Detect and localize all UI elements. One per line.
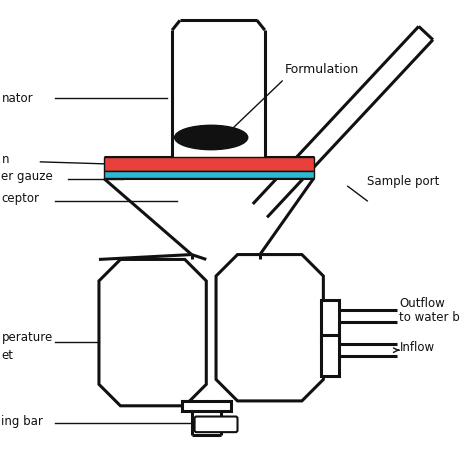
Text: nator: nator xyxy=(1,92,33,105)
Text: et: et xyxy=(1,348,13,362)
Bar xyxy=(321,335,339,375)
Ellipse shape xyxy=(174,125,248,150)
Text: Sample port: Sample port xyxy=(367,175,440,188)
Text: ing bar: ing bar xyxy=(1,415,43,428)
Text: Outflow: Outflow xyxy=(400,297,445,310)
Polygon shape xyxy=(104,157,314,171)
Text: Formulation: Formulation xyxy=(284,63,359,76)
Polygon shape xyxy=(104,171,314,178)
FancyBboxPatch shape xyxy=(194,417,237,432)
Bar xyxy=(182,401,231,410)
Text: Inflow: Inflow xyxy=(400,341,435,354)
Text: ceptor: ceptor xyxy=(1,192,39,205)
Text: n: n xyxy=(1,154,9,166)
Polygon shape xyxy=(99,259,206,406)
Text: er gauze: er gauze xyxy=(1,170,53,183)
Polygon shape xyxy=(216,255,323,401)
Text: perature: perature xyxy=(1,331,53,344)
Bar xyxy=(321,301,339,341)
Text: to water b: to water b xyxy=(400,311,460,325)
